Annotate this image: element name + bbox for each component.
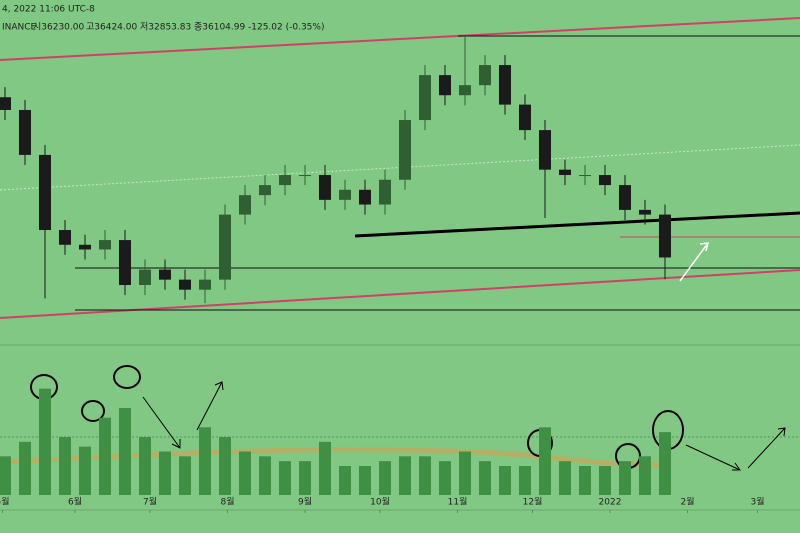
candle-body xyxy=(579,175,591,177)
arrow xyxy=(196,381,224,431)
candle-body xyxy=(239,195,251,215)
volume-bar xyxy=(319,441,331,495)
x-tick-label: 2월 xyxy=(680,496,694,508)
volume-bar xyxy=(539,427,551,495)
candle-body xyxy=(359,189,371,205)
candle-body xyxy=(279,175,291,186)
candle-body xyxy=(319,175,331,200)
volume-bar xyxy=(39,388,51,495)
candle-body xyxy=(39,154,51,231)
x-tick-label: 10월 xyxy=(370,496,390,508)
volume-bar xyxy=(439,461,451,495)
candle-body xyxy=(659,214,671,258)
candle-body xyxy=(0,97,11,110)
arrow xyxy=(747,427,786,469)
x-tick-label: 3월 xyxy=(750,496,764,508)
low-value: 저32853.83 xyxy=(140,22,191,33)
volume-bar xyxy=(119,408,131,495)
arrow xyxy=(679,242,709,282)
candle-body xyxy=(539,130,551,170)
arrow-head xyxy=(699,242,709,252)
volume-bar xyxy=(559,461,571,495)
volume-bar xyxy=(619,461,631,495)
volume-bar xyxy=(479,461,491,495)
volume-bar xyxy=(239,451,251,495)
candle-body xyxy=(639,209,651,215)
candle-body xyxy=(459,85,471,96)
candle-body xyxy=(199,279,211,290)
candle-body xyxy=(439,75,451,96)
candle-body xyxy=(299,175,311,177)
volume-bar xyxy=(639,456,651,495)
volume-bar xyxy=(59,437,71,495)
candle-body xyxy=(399,120,411,180)
candle-body xyxy=(599,175,611,186)
high-value: 고36424.00 xyxy=(86,23,137,33)
candle-body xyxy=(179,279,191,290)
candle-body xyxy=(379,179,391,205)
volume-bar xyxy=(359,466,371,495)
candle-body xyxy=(99,240,111,250)
candle-body xyxy=(219,214,231,280)
volume-bar xyxy=(299,461,311,495)
candle-body xyxy=(19,109,31,155)
candle-body xyxy=(119,240,131,286)
volume-bar xyxy=(659,432,671,495)
volume-bar xyxy=(599,466,611,495)
change-value: -125.02 (-0.35%) xyxy=(248,23,324,33)
volume-bar xyxy=(579,466,591,495)
arrow xyxy=(142,396,181,449)
x-tick-label: 6월 xyxy=(68,496,82,508)
x-tick-label: 9월 xyxy=(298,496,312,508)
x-tick-label: 11월 xyxy=(448,496,468,508)
symbol: INANCE xyxy=(2,23,37,33)
volume-bar xyxy=(279,461,291,495)
candle-body xyxy=(139,269,151,286)
arrow xyxy=(685,444,741,471)
volume-bar xyxy=(99,417,111,495)
candle-body xyxy=(479,65,491,86)
volume-bar xyxy=(179,456,191,495)
close-value: 종36104.99 xyxy=(194,22,245,33)
circle xyxy=(81,400,105,422)
support-line xyxy=(354,211,800,238)
trend-line xyxy=(0,17,800,61)
volume-bar xyxy=(459,451,471,495)
x-tick-label: 2022 xyxy=(599,498,622,508)
volume-bar xyxy=(399,456,411,495)
volume-bar xyxy=(379,461,391,495)
volume-bar xyxy=(0,456,11,495)
timestamp: 4, 2022 11:06 UTC-8 xyxy=(2,5,95,15)
candle-body xyxy=(79,244,91,250)
candle-body xyxy=(419,75,431,121)
volume-average xyxy=(0,447,671,468)
candle-body xyxy=(339,189,351,200)
volume-bar xyxy=(519,466,531,495)
volume-bar xyxy=(419,456,431,495)
x-tick-label: 7월 xyxy=(143,496,157,508)
volume-bar xyxy=(499,466,511,495)
ohlc-legend: INANCE 시36230.00 고36424.00 저32853.83 종36… xyxy=(2,22,324,33)
volume-bar xyxy=(219,437,231,495)
x-tick-label: 8월 xyxy=(220,496,234,508)
candle-body xyxy=(499,65,511,105)
volume-bar xyxy=(19,441,31,495)
candle-body xyxy=(519,104,531,131)
open-value: 시36230.00 xyxy=(33,22,84,33)
circle xyxy=(113,365,141,389)
candle-body xyxy=(259,185,271,196)
candle-body xyxy=(59,230,71,245)
volume-bar xyxy=(259,456,271,495)
volume-bar xyxy=(339,466,351,495)
volume-bar xyxy=(79,446,91,495)
volume-bar xyxy=(199,427,211,495)
x-tick-label: 12월 xyxy=(523,496,543,508)
candle-body xyxy=(619,185,631,210)
volume-bar xyxy=(139,437,151,495)
candle-body xyxy=(559,169,571,176)
volume-bar xyxy=(159,451,171,495)
x-tick-label: 5월 xyxy=(0,496,10,508)
candle-body xyxy=(159,269,171,280)
